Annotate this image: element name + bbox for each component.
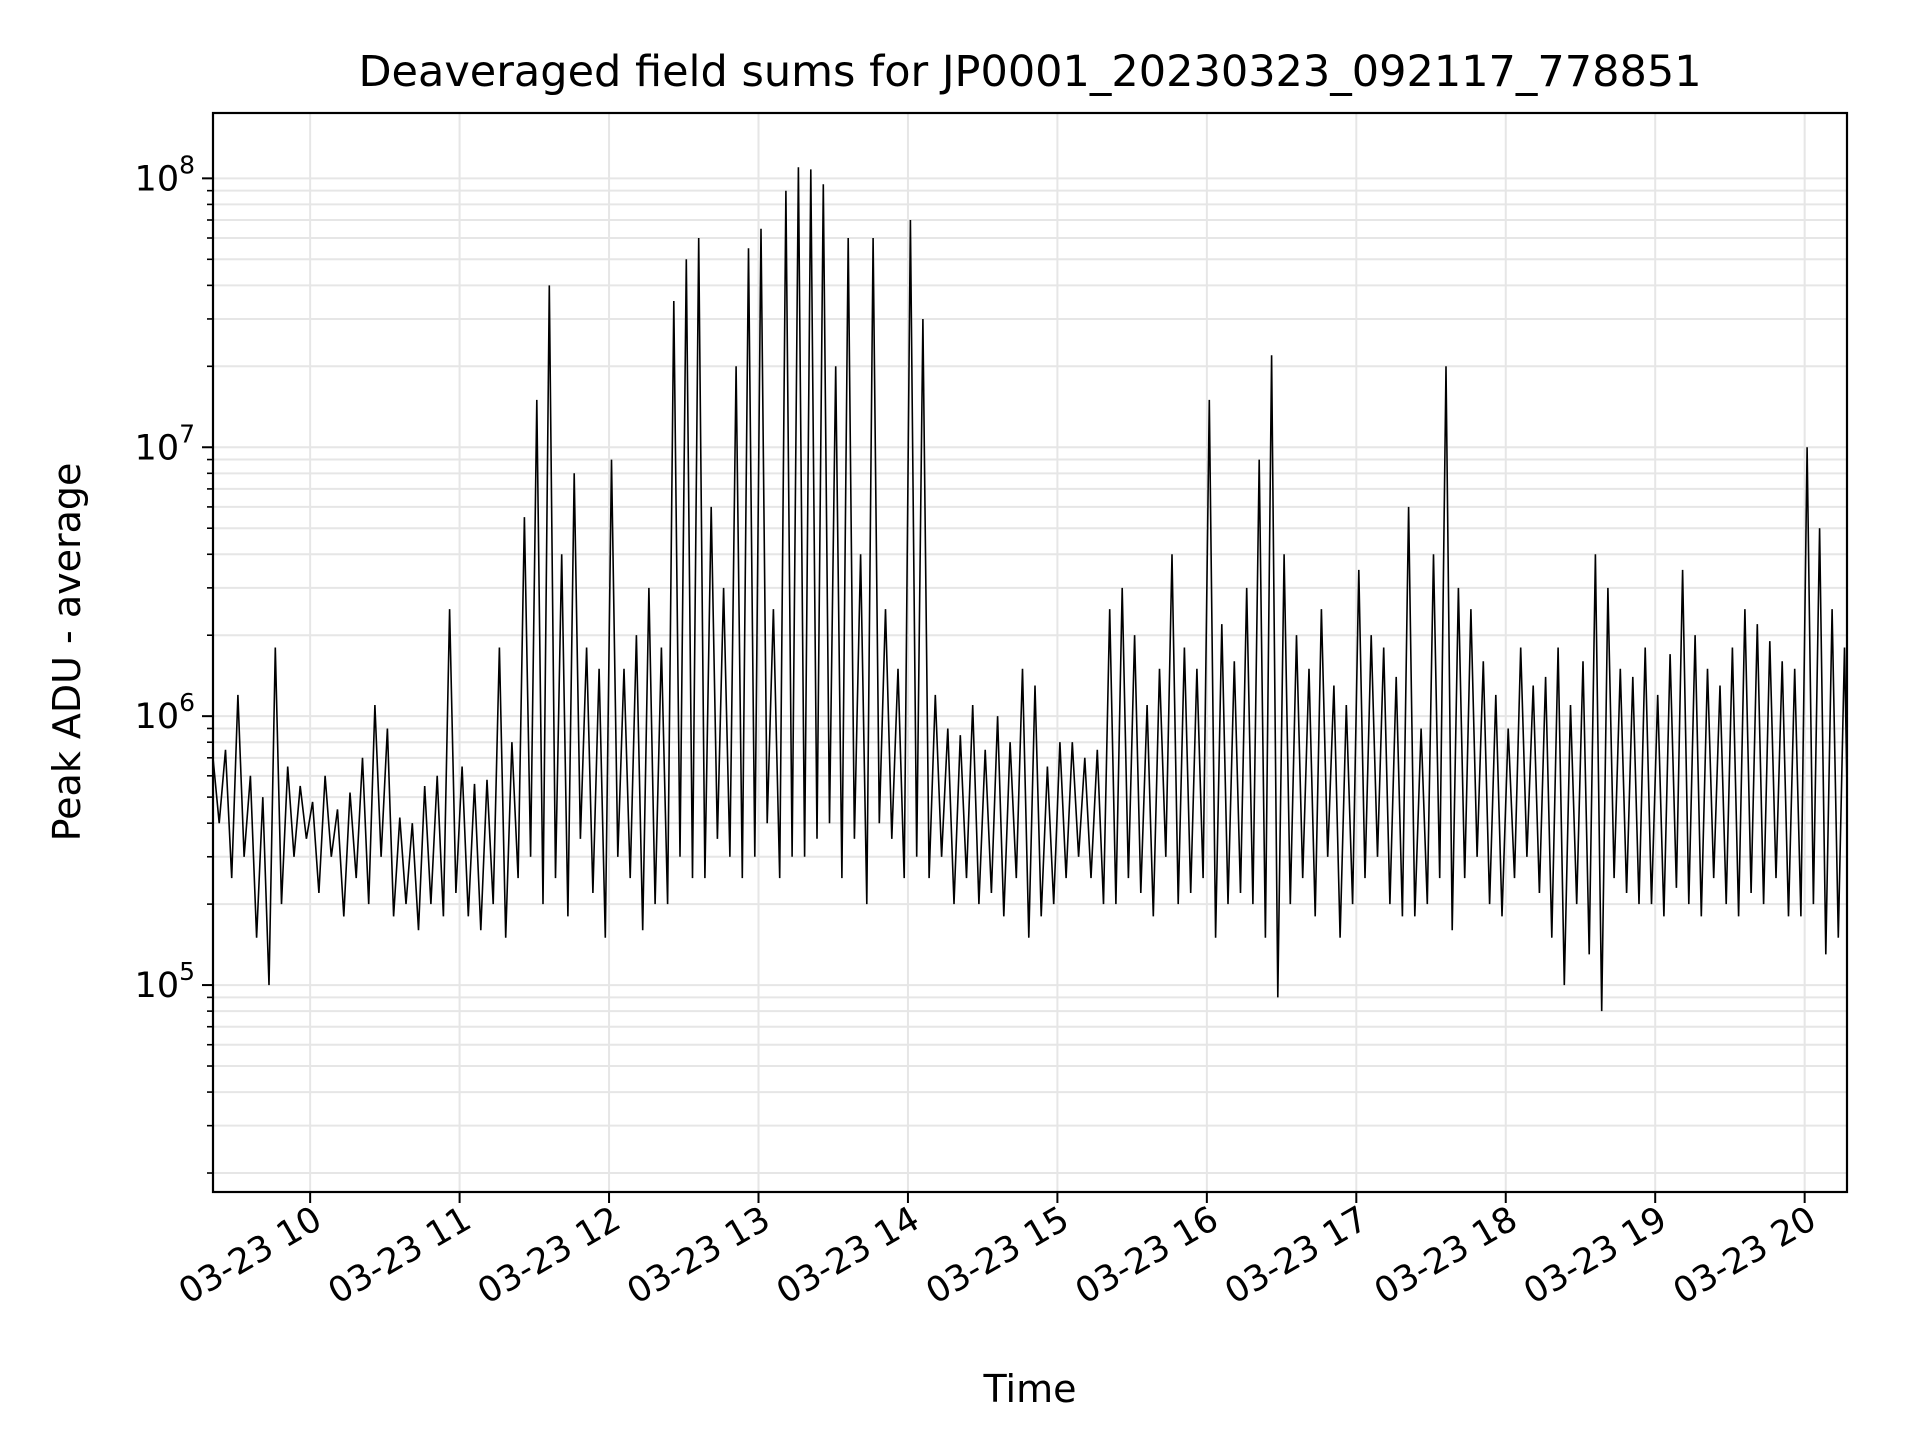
series-area xyxy=(213,167,1847,1012)
chart-title: Deaveraged field sums for JP0001_2023032… xyxy=(358,47,1701,97)
y-tick-label: 105 xyxy=(135,957,195,1006)
y-tick-label: 107 xyxy=(135,419,195,468)
data-line xyxy=(213,167,1847,1012)
x-axis-label: Time xyxy=(983,1367,1077,1411)
y-axis-label: Peak ADU - average xyxy=(45,463,89,842)
y-tick-label: 108 xyxy=(135,150,195,199)
y-tick-label: 106 xyxy=(135,688,195,737)
plot-frame xyxy=(211,111,1849,1194)
